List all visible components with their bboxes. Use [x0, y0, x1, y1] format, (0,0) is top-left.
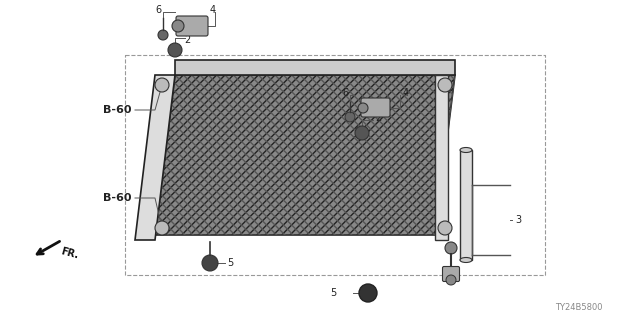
Text: B-60: B-60	[103, 105, 131, 115]
Text: 1: 1	[462, 243, 468, 253]
Text: TY24B5800: TY24B5800	[555, 303, 602, 313]
Circle shape	[172, 20, 184, 32]
Text: 5: 5	[227, 258, 233, 268]
Text: 5: 5	[330, 288, 336, 298]
FancyBboxPatch shape	[442, 267, 460, 282]
Circle shape	[358, 103, 368, 113]
Circle shape	[155, 78, 169, 92]
Text: 6: 6	[342, 88, 348, 98]
Circle shape	[438, 78, 452, 92]
Circle shape	[202, 255, 218, 271]
Polygon shape	[175, 60, 455, 75]
FancyBboxPatch shape	[361, 98, 390, 117]
Circle shape	[359, 284, 377, 302]
Circle shape	[438, 221, 452, 235]
Polygon shape	[460, 150, 472, 260]
Text: 6: 6	[155, 5, 161, 15]
Ellipse shape	[460, 148, 472, 153]
Ellipse shape	[460, 258, 472, 262]
Circle shape	[446, 275, 456, 285]
Polygon shape	[155, 75, 455, 235]
Text: 4: 4	[210, 5, 216, 15]
Text: 3: 3	[515, 215, 521, 225]
Text: B-60: B-60	[103, 193, 131, 203]
Polygon shape	[435, 75, 448, 240]
Circle shape	[445, 242, 457, 254]
Text: 4: 4	[403, 88, 409, 98]
Circle shape	[355, 126, 369, 140]
Circle shape	[345, 112, 355, 122]
Circle shape	[168, 43, 182, 57]
Text: FR.: FR.	[60, 246, 80, 260]
Polygon shape	[135, 75, 175, 240]
Circle shape	[155, 221, 169, 235]
Circle shape	[158, 30, 168, 40]
Text: 2: 2	[375, 113, 381, 123]
Text: 2: 2	[184, 35, 190, 45]
FancyBboxPatch shape	[176, 16, 208, 36]
